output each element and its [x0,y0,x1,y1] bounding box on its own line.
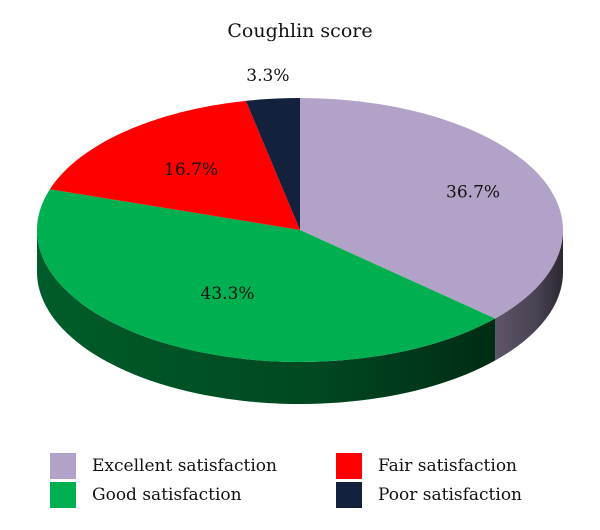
pie-slice-fair [49,100,301,230]
pie-side-shade-excellent [495,230,563,361]
slice-label-excellent: 36.7% [446,182,500,202]
pie-slice-good [36,189,496,362]
legend-label-good: Good satisfaction [92,485,242,505]
legend-label-fair: Fair satisfaction [378,456,517,476]
legend-label-poor: Poor satisfaction [378,485,523,505]
legend-swatch-excellent [50,453,76,479]
chart-title: Coughlin score [227,20,373,42]
slice-label-good: 43.3% [201,284,255,304]
slice-label-fair: 16.7% [164,160,218,180]
legend-swatch-good [50,482,76,508]
pie-side-shade-good [37,230,496,404]
slice-label-poor: 3.3% [246,66,289,86]
legend-swatch-poor [336,482,362,508]
legend-swatch-fair [336,453,362,479]
pie-chart: 36.7% 43.3% 16.7% 3.3% [36,66,563,404]
legend-label-excellent: Excellent satisfaction [92,456,277,476]
pie-slice-excellent [300,98,563,319]
pie-slice-poor [245,98,300,230]
